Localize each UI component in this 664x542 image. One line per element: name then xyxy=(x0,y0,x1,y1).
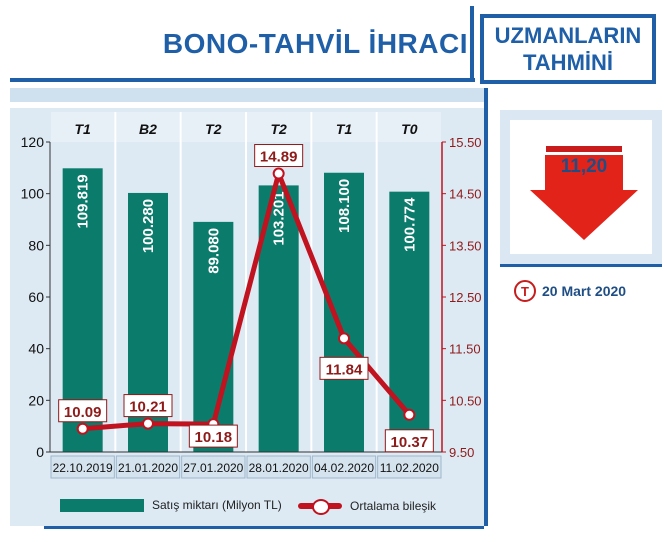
line-label-box xyxy=(188,424,238,448)
legend-item-line: Ortalama bileşik xyxy=(298,498,437,515)
x-tick-label: 04.02.2020 xyxy=(314,461,374,475)
page-title: BONO-TAHVİL İHRACI xyxy=(162,28,468,59)
title-underline xyxy=(10,78,475,82)
y-right-tick-label: 12.50 xyxy=(449,290,482,305)
y-right-tick-label: 10.50 xyxy=(449,393,482,408)
line-value-label: 10.37 xyxy=(391,434,429,451)
date-cell xyxy=(181,455,246,479)
bar-value-label: 109.819 xyxy=(75,174,92,228)
line-value-label: 10.21 xyxy=(129,399,167,416)
column-header-cell xyxy=(377,112,441,142)
expectation-title-line1: UZMANLARIN xyxy=(494,23,642,48)
line-point xyxy=(338,332,350,345)
line-label-box xyxy=(123,394,173,418)
top-label: T2 xyxy=(205,121,222,137)
bar-value-label: 103.201 xyxy=(271,191,288,245)
legend-label-line: Ortalama bileşik xyxy=(350,499,437,513)
y-right-tick-label: 14.50 xyxy=(449,187,482,202)
line-label-box xyxy=(319,356,369,380)
y-right-tick-label: 11.50 xyxy=(449,342,481,357)
y-left-tick-label: 0 xyxy=(36,444,44,460)
right-rail xyxy=(484,88,488,526)
line-value-label: 10.18 xyxy=(195,429,233,446)
chart-header-band xyxy=(10,88,484,102)
forecast-date: 20 Mart 2020 xyxy=(542,283,627,299)
forecast-top-bar xyxy=(546,146,622,152)
y-left-tick-label: 20 xyxy=(28,392,44,408)
line-label-box xyxy=(58,399,108,423)
line-value-label: 14.89 xyxy=(260,149,298,166)
bottom-rule xyxy=(44,526,484,529)
expectation-title: UZMANLARIN TAHMİNİ xyxy=(484,22,652,76)
date-cell xyxy=(377,455,442,479)
line-point xyxy=(76,422,89,435)
bar-value-label: 89.080 xyxy=(205,228,222,274)
line-value-label: 11.84 xyxy=(326,361,363,378)
title-rail xyxy=(470,6,474,82)
top-label: T1 xyxy=(336,121,353,137)
line-point xyxy=(142,417,154,430)
y-right-tick-label: 13.50 xyxy=(449,238,482,253)
bar xyxy=(193,221,234,452)
expectation-title-line2: TAHMİNİ xyxy=(522,50,614,75)
y-left-tick-label: 120 xyxy=(21,134,45,150)
line-label-box xyxy=(384,429,434,453)
average-rate-line xyxy=(80,171,412,432)
forecast-value: 11,20 xyxy=(560,156,608,177)
column-header-cell xyxy=(247,112,311,142)
top-label: T1 xyxy=(74,121,91,137)
top-label: T0 xyxy=(401,121,418,137)
y-left-tick-label: 40 xyxy=(28,341,44,357)
date-cell xyxy=(311,455,377,479)
date-cell xyxy=(115,455,181,479)
y-right-tick-label: 9.50 xyxy=(449,445,474,460)
expectation-box: UZMANLARIN TAHMİNİ xyxy=(480,14,656,84)
bar xyxy=(324,172,364,452)
column-header-cell xyxy=(312,112,376,142)
x-tick-label: 28.01.2020 xyxy=(249,461,309,475)
bar-value-label: 100.774 xyxy=(401,197,418,252)
line-point xyxy=(272,167,285,180)
legend-item-bars: Satış miktarı (Milyon TL) xyxy=(60,498,282,512)
column-header-cell xyxy=(51,112,115,142)
line-value-label: 10.09 xyxy=(64,404,102,421)
down-arrow-icon xyxy=(530,155,638,240)
x-tick-label: 22.10.2019 xyxy=(53,461,113,475)
date-cell xyxy=(50,455,115,479)
forecast-date-row: T 20 Mart 2020 xyxy=(514,279,626,303)
y-left-tick-label: 60 xyxy=(28,289,44,305)
top-label: T2 xyxy=(270,121,287,137)
x-tick-label: 11.02.2020 xyxy=(380,461,439,475)
y-left-tick-label: 80 xyxy=(28,237,44,253)
legend-swatch-bars xyxy=(60,498,144,512)
t-logo-icon: T xyxy=(514,280,536,302)
bar-value-label: 100.280 xyxy=(140,199,157,253)
forecast-rule xyxy=(500,264,662,267)
top-label: B2 xyxy=(139,121,157,137)
y-left-tick-label: 100 xyxy=(21,186,45,202)
y-right-tick-label: 15.50 xyxy=(449,135,482,150)
column-header-cell xyxy=(181,112,245,142)
line-point xyxy=(403,408,416,421)
x-tick-label: 21.01.2020 xyxy=(118,461,178,475)
line-label-box xyxy=(254,144,304,168)
legend-label-bars: Satış miktarı (Milyon TL) xyxy=(152,498,282,512)
column-header-cell xyxy=(116,112,180,142)
bar-value-label: 108.100 xyxy=(336,179,353,233)
date-cell xyxy=(246,455,311,479)
legend-swatch-line xyxy=(298,498,342,515)
x-tick-label: 27.01.2020 xyxy=(183,461,243,475)
bar xyxy=(389,191,430,452)
